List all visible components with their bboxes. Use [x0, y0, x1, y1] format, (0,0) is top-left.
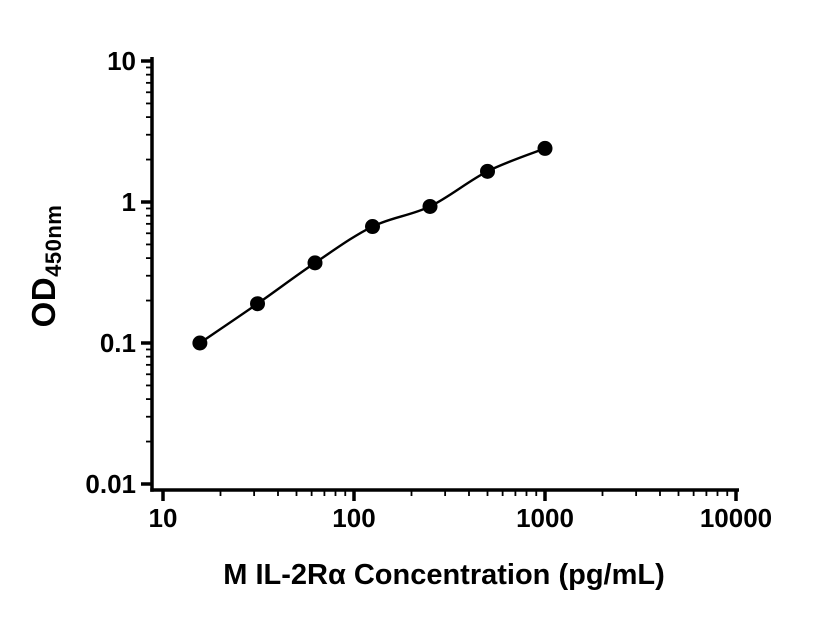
y-axis-title-subscript: 450nm	[41, 204, 66, 277]
data-point-marker	[480, 163, 496, 179]
data-point-marker	[250, 296, 266, 312]
y-tick-label: 10	[107, 46, 136, 76]
data-point-marker	[422, 198, 438, 214]
y-tick-label: 1	[122, 187, 136, 217]
y-axis-title: OD450nm	[25, 205, 67, 328]
y-axis-title-main: OD	[25, 276, 62, 328]
data-point-marker	[192, 335, 208, 351]
data-point-marker	[537, 140, 553, 156]
data-point-marker	[307, 255, 323, 271]
x-tick-label: 10000	[700, 503, 772, 533]
x-tick-label: 100	[332, 503, 375, 533]
y-tick-label: 0.1	[100, 328, 136, 358]
x-axis-title: M IL-2Rα Concentration (pg/mL)	[223, 559, 665, 591]
x-tick-label: 10	[149, 503, 178, 533]
fitted-curve	[199, 147, 546, 344]
y-tick-label: 0.01	[85, 469, 136, 499]
data-point-marker	[365, 219, 381, 235]
x-tick-label: 1000	[516, 503, 574, 533]
